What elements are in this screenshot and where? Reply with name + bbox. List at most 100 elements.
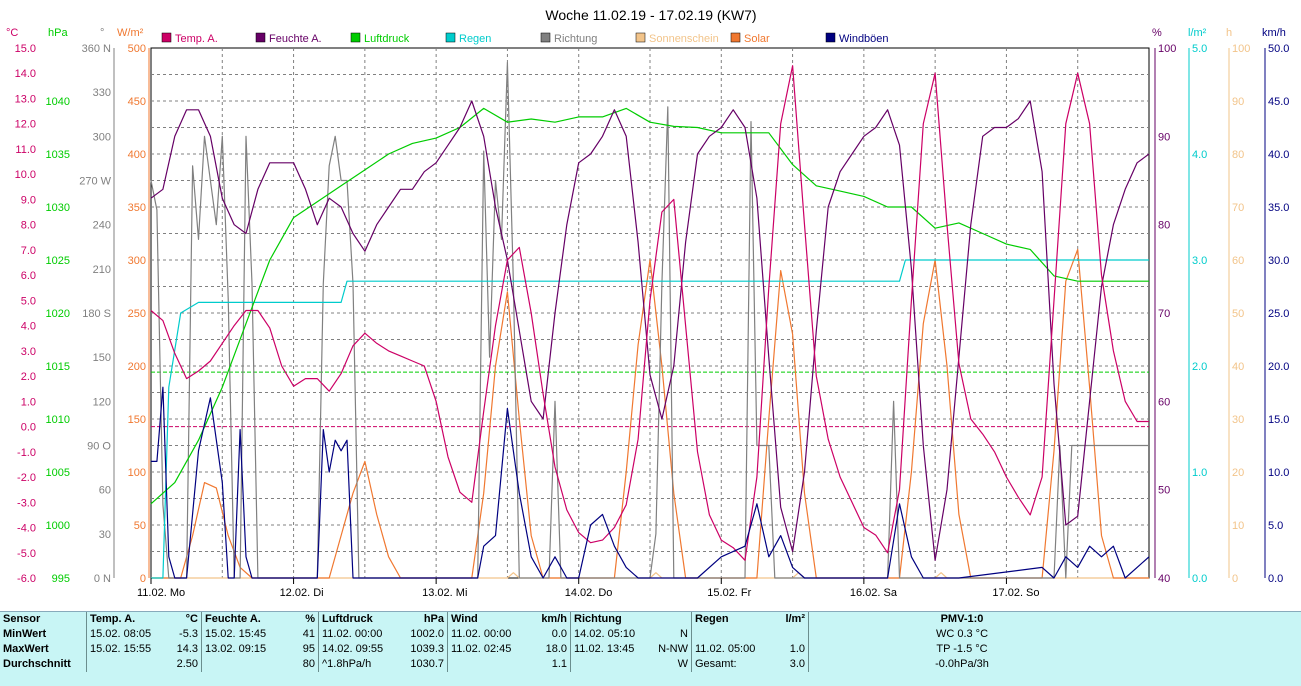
temp-tick: 15.0 [15,43,36,55]
temp-tick: 9.0 [21,194,36,206]
gusts-tick: 10.0 [1268,467,1289,479]
stats-cell: 11.02. 00:00 [318,627,403,642]
temp-tick: 12.0 [15,119,36,131]
x-tick-label: 14.02. Do [565,587,613,599]
stats-header-temp-unit: °C [185,613,198,625]
series-line-temp [150,65,1149,561]
legend-swatch [350,32,361,43]
stats-row-avg: Durchschnitt 2.50 80 ^1.8hPa/h 1030.7 1.… [0,657,1115,672]
x-tick-label: 15.02. Fr [707,587,751,599]
gusts-tick: 0.0 [1268,573,1283,585]
axis-unit-left: W/m² [117,27,144,39]
right-axes: 40 50 60 70 80 90 100 0.0 1.0 2.0 3.0 4.0 5.0 0 10 20 30… [1154,43,1289,585]
humidity-tick: 90 [1158,131,1170,143]
solar-tick: 250 [128,308,146,320]
direction-tick: 180 S [82,308,111,320]
stats-header-rain-unit: l/m² [785,613,805,625]
temp-tick: -2.0 [17,472,36,484]
stats-cell [447,657,532,672]
temp-tick: 6.0 [21,270,36,282]
stats-cell [570,657,655,672]
sunshine-tick: 0 [1232,573,1238,585]
pressure-tick: 1000 [46,520,70,532]
stats-cell: 11.02. 02:45 [447,642,532,657]
pressure-tick: 995 [52,573,70,585]
legend-swatch [445,32,456,43]
stats-header-direction-unit [655,612,692,627]
stats-cell: WC 0.3 °C [808,627,1115,642]
legend-swatch [161,32,172,43]
sunshine-tick: 30 [1232,414,1244,426]
axis-unit-right: l/m² [1188,27,1207,39]
direction-tick: 30 [99,529,111,541]
temp-tick: -1.0 [17,447,36,459]
stats-cell: TP -1.5 °C [808,642,1115,657]
stats-cell: 41 [302,628,315,640]
gusts-tick: 15.0 [1268,414,1289,426]
stats-cell: W [677,658,688,670]
direction-tick: 240 [93,220,111,232]
legend-label: Windböen [839,33,889,45]
stats-cell: 11.02. 00:00 [447,627,532,642]
direction-tick: 120 [93,396,111,408]
series-line-pressure [150,107,1149,505]
solar-tick: 500 [128,43,146,55]
legend-swatch [540,32,551,43]
left-axes: -6.0 -5.0 -4.0 -3.0 -2.0 -1.0 0.0 1.0 2.0 3.0 4.0 5… [15,43,150,585]
stats-header-pressure-unit: hPa [423,613,444,625]
solar-tick: 300 [128,255,146,267]
series-line-humidity [150,100,1150,561]
grid [151,48,1149,578]
gusts-tick: 40.0 [1268,149,1289,161]
stats-header-wind-unit: km/h [541,613,567,625]
direction-tick: 0 N [94,573,111,585]
direction-tick: 360 N [82,43,111,55]
stats-cell: N-NW [658,643,688,655]
stats-header-humidity-unit: % [305,613,315,625]
solar-tick: 450 [128,96,146,108]
solar-tick: 400 [128,149,146,161]
pressure-tick: 1030 [46,202,70,214]
humidity-tick: 60 [1158,396,1170,408]
legend-label: Solar [744,33,770,45]
stats-cell: 11.02. 13:45 [570,642,655,657]
stats-cell [86,657,165,672]
stats-cell: N [680,628,688,640]
axis-unit-right: h [1226,27,1232,39]
stats-cell: 14.02. 05:10 [570,627,655,642]
stats-cell: 15.02. 08:05 [86,627,165,642]
pressure-tick: 1010 [46,414,70,426]
axis-unit-right: km/h [1262,27,1286,39]
stats-cell: 13.02. 09:15 [201,642,290,657]
temp-tick: 4.0 [21,321,36,333]
temp-tick: 2.0 [21,371,36,383]
rain-tick: 3.0 [1192,255,1207,267]
axis-unit-left: °C [6,27,18,39]
stats-header-humidity: Feuchte A. [201,612,290,627]
gusts-tick: 20.0 [1268,361,1289,373]
stats-cell: 80 [302,658,315,670]
stats-cell: -5.3 [179,628,198,640]
temp-tick: -3.0 [17,497,36,509]
sunshine-tick: 80 [1232,149,1244,161]
temp-tick: -6.0 [17,573,36,585]
direction-tick: 60 [99,485,111,497]
direction-tick: 330 [93,87,111,99]
stats-header-row: Sensor Temp. A. °C Feuchte A. % Luftdruc… [0,612,1115,627]
gusts-tick: 30.0 [1268,255,1289,267]
stats-header-temp: Temp. A. [86,612,165,627]
sunshine-tick: 100 [1232,43,1250,55]
pressure-tick: 1040 [46,96,70,108]
rain-tick: 5.0 [1192,43,1207,55]
stats-cell: 95 [302,643,315,655]
legend-swatch [635,32,646,43]
temp-tick: -5.0 [17,548,36,560]
pressure-tick: 1035 [46,149,70,161]
temp-tick: 3.0 [21,346,36,358]
temp-tick: 14.0 [15,68,36,80]
stats-row-max: MaxWert 15.02. 15:55 14.3 13.02. 09:15 9… [0,642,1115,657]
humidity-tick: 50 [1158,485,1170,497]
solar-tick: 100 [128,467,146,479]
axis-units: °C hPa ° W/m²% l/m² h km/h [6,27,1286,39]
gusts-tick: 25.0 [1268,308,1289,320]
